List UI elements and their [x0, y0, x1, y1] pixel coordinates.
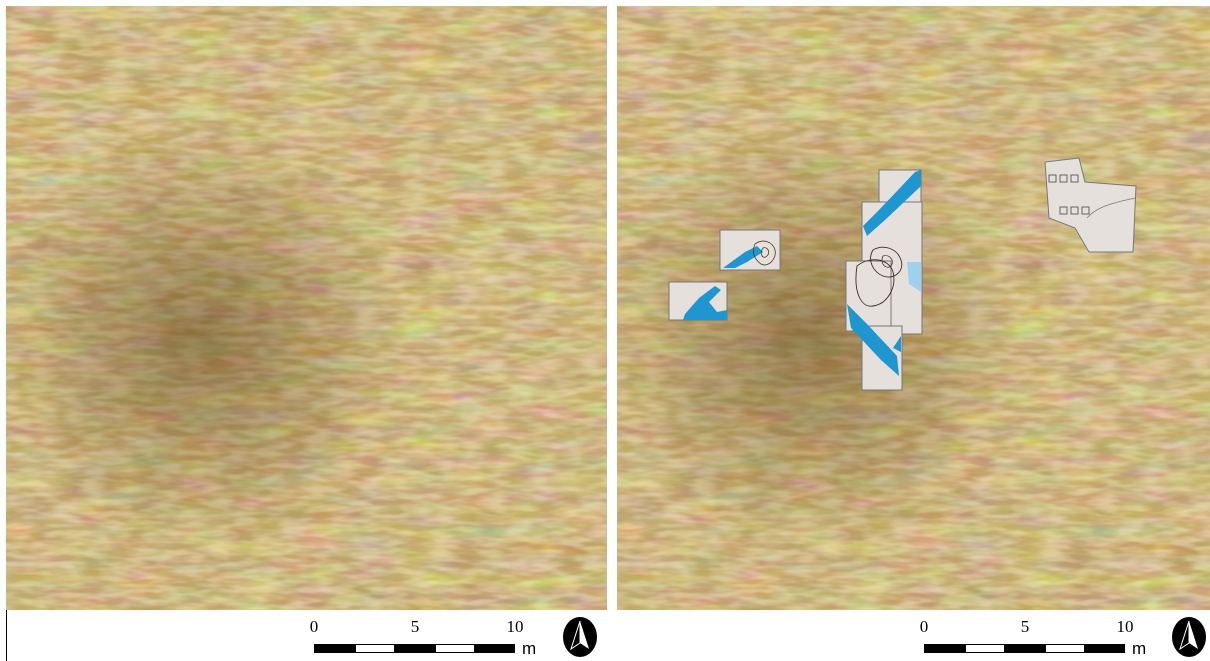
excavation-overlay — [668, 157, 1137, 391]
scale-segment — [965, 644, 1005, 653]
scale-tick-10: 10 — [506, 617, 524, 636]
trench-central — [845, 169, 923, 391]
scale-segment — [1045, 644, 1085, 653]
frame-edge-left — [6, 610, 7, 661]
scale-segment — [435, 644, 475, 653]
scale-unit: m — [1132, 639, 1147, 658]
scale-tick-0: 0 — [309, 617, 319, 636]
north-arrow-icon — [1172, 617, 1206, 657]
north-arrow-icon — [563, 617, 597, 657]
scale-bar-right: 0 5 10 m — [910, 617, 1170, 661]
scale-segment — [1005, 644, 1045, 653]
scale-tick-0: 0 — [919, 617, 929, 636]
scale-segment — [314, 644, 355, 653]
map-panel-right — [617, 6, 1210, 610]
scale-tick-5: 5 — [410, 617, 420, 636]
trench-a — [668, 281, 728, 321]
scale-segment — [1085, 644, 1125, 653]
trench-b — [719, 229, 781, 271]
trench-d — [1044, 157, 1137, 253]
scale-segment — [924, 644, 965, 653]
scale-segment — [475, 644, 515, 653]
scale-bar-left: 0 5 10 m — [300, 617, 560, 661]
map-panel-left — [6, 6, 607, 610]
scale-segment — [355, 644, 395, 653]
scale-unit: m — [522, 639, 537, 658]
scale-segment — [395, 644, 435, 653]
magnetometry-raster-left — [6, 6, 607, 610]
scale-tick-10: 10 — [1116, 617, 1134, 636]
scale-tick-5: 5 — [1020, 617, 1030, 636]
